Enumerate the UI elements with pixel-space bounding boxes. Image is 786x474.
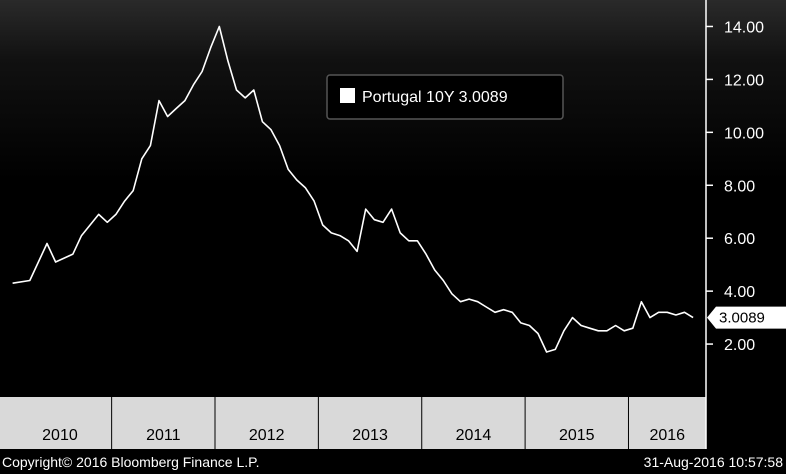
last-value-marker xyxy=(707,306,786,329)
x-tick-label: 2011 xyxy=(146,427,181,444)
x-axis-band xyxy=(0,397,706,449)
y-tick-label: 12.00 xyxy=(724,72,764,89)
x-tick-labels: 2010 2011 2012 2013 2014 2015 2016 xyxy=(42,427,685,444)
series-group xyxy=(12,25,694,353)
x-tick-label: 2016 xyxy=(649,427,685,444)
last-value-tag: 3.0089 xyxy=(707,306,786,329)
y-tick-label: 2.00 xyxy=(724,337,755,354)
y-tick-label: 14.00 xyxy=(724,19,764,36)
y-tick-label: 10.00 xyxy=(724,125,764,142)
timestamp-text: 31-Aug-2016 10:57:58 xyxy=(644,454,784,470)
legend-swatch xyxy=(340,88,355,103)
legend-box xyxy=(326,74,564,120)
copyright-text: Copyright© 2016 Bloomberg Finance L.P. xyxy=(2,454,260,470)
x-tick-label: 2015 xyxy=(559,427,595,444)
series-line-portugal-10y xyxy=(12,25,694,353)
x-tick-label: 2012 xyxy=(249,427,285,444)
y-ticks: 14.00 12.00 10.00 8.00 6.00 4.00 2.00 xyxy=(706,19,764,354)
y-tick-label: 8.00 xyxy=(724,178,755,195)
last-value-label: 3.0089 xyxy=(719,310,765,327)
legend: Portugal 10Y 3.0089 xyxy=(326,74,564,120)
y-tick-label: 4.00 xyxy=(724,284,755,301)
x-tick-label: 2010 xyxy=(42,427,78,444)
x-tick-label: 2014 xyxy=(456,427,492,444)
year-dividers xyxy=(111,395,629,449)
legend-label: Portugal 10Y 3.0089 xyxy=(362,89,508,106)
y-tick-label: 6.00 xyxy=(724,231,755,248)
x-tick-label: 2013 xyxy=(352,427,388,444)
